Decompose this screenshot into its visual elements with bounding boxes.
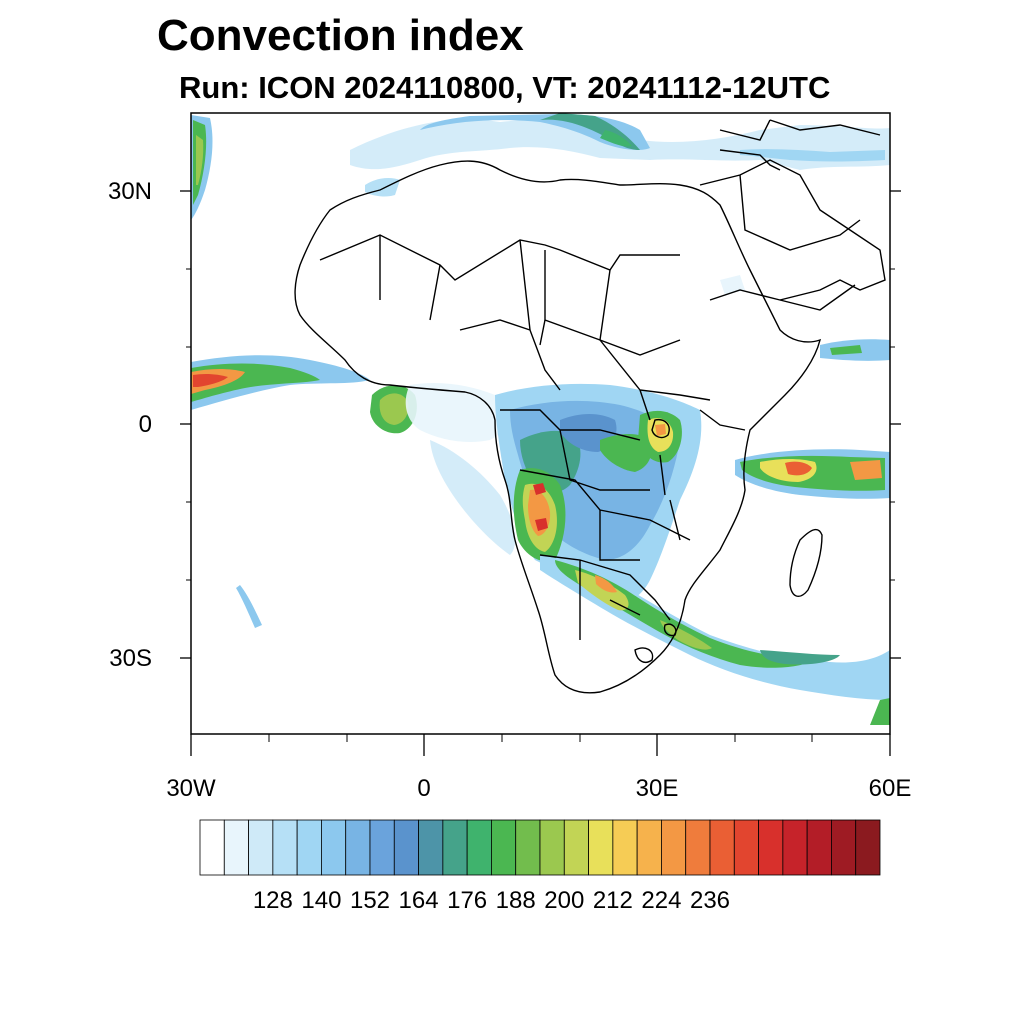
colorbar-box	[321, 819, 347, 876]
colorbar-label: 224	[641, 887, 682, 914]
lon-label-60e: 60E	[868, 775, 912, 802]
colorbar-box	[345, 819, 371, 876]
colorbar-label: 188	[495, 887, 536, 914]
colorbar-box	[685, 819, 711, 876]
lon-ticks	[190, 734, 891, 756]
lat-label-0: 0	[138, 411, 152, 438]
colorbar-box	[369, 819, 395, 876]
colorbar-box	[248, 819, 274, 876]
lon-label-0: 0	[417, 775, 431, 802]
lat-ticks	[180, 190, 901, 659]
colorbar-box	[515, 819, 541, 876]
chart-title: Convection index	[157, 11, 524, 60]
lat-label-30n: 30N	[107, 178, 152, 205]
colorbar-box	[563, 819, 589, 876]
colorbar-box	[588, 819, 614, 876]
colorbar-box	[272, 819, 298, 876]
colorbar-label: 164	[398, 887, 439, 914]
colorbar-label: 140	[301, 887, 342, 914]
eswatini	[663, 623, 677, 637]
colorbar-box	[418, 819, 444, 876]
lon-label-30w: 30W	[166, 775, 216, 802]
colorbar-box	[806, 819, 832, 876]
madagascar	[789, 528, 823, 597]
colorbar-box	[855, 819, 881, 876]
colorbar-label: 236	[689, 887, 731, 914]
colorbar-box	[612, 819, 638, 876]
colorbar-box	[733, 819, 759, 876]
lon-minor-ticks	[268, 734, 813, 742]
lesotho	[634, 647, 654, 663]
lake-victoria	[651, 418, 670, 439]
colorbar-box	[709, 819, 735, 876]
colorbar-label: 128	[252, 887, 293, 914]
colorbar-label: 212	[592, 887, 633, 914]
africa-coastline	[294, 160, 821, 694]
colorbar-box	[466, 819, 492, 876]
colorbar-box	[636, 819, 662, 876]
lat-label-30s: 30S	[109, 645, 152, 672]
colorbar-box	[758, 819, 784, 876]
colorbar-label: 152	[349, 887, 391, 914]
coastlines-borders	[294, 119, 886, 694]
colorbar-box	[782, 819, 808, 876]
colorbar-box	[296, 819, 322, 876]
colorbar-box	[661, 819, 687, 876]
convection-field	[191, 113, 890, 725]
colorbar-label: 200	[544, 887, 585, 914]
colorbar-box	[223, 819, 249, 876]
colorbar-box	[831, 819, 857, 876]
colorbar	[199, 819, 881, 876]
run-info-subtitle: Run: ICON 2024110800, VT: 20241112-12UTC	[179, 70, 831, 105]
colorbar-box	[491, 819, 517, 876]
colorbar-box	[442, 819, 468, 876]
colorbar-box	[199, 819, 225, 876]
colorbar-box	[539, 819, 565, 876]
colorbar-box	[393, 819, 419, 876]
lat-minor-ticks	[186, 268, 895, 581]
lon-label-30e: 30E	[635, 775, 679, 802]
colorbar-label: 176	[447, 887, 488, 914]
